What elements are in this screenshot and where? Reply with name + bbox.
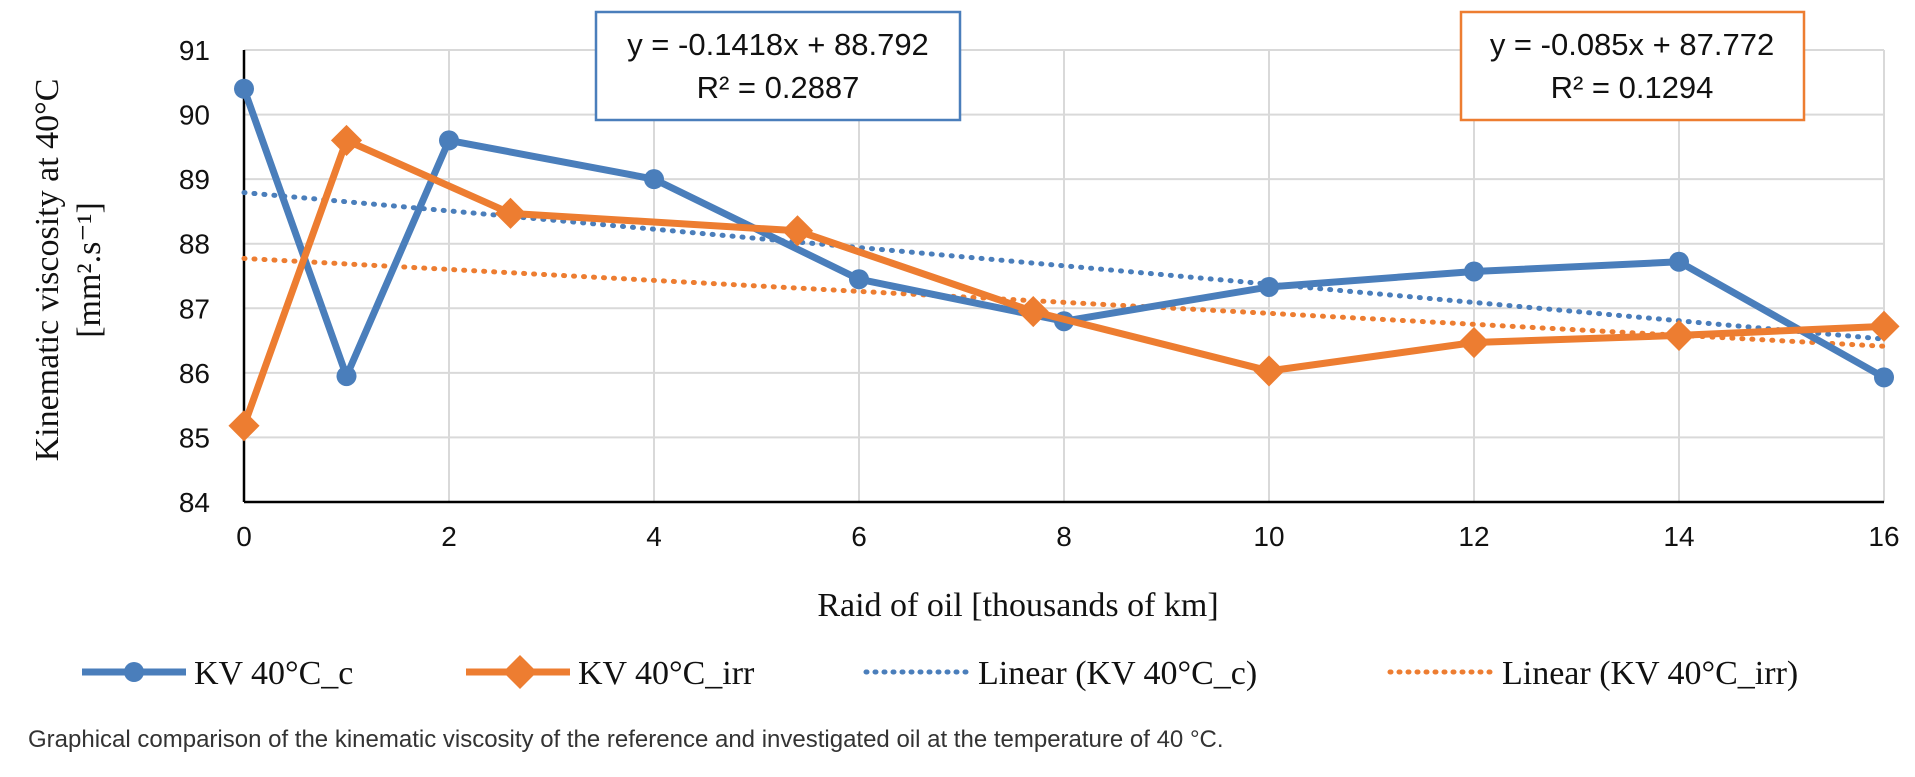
gridlines <box>243 49 1885 503</box>
x-tick-labels: 0 2 4 6 8 10 12 14 16 <box>236 521 1899 552</box>
data-point-diamond <box>330 124 363 156</box>
x-tick-label: 12 <box>1458 521 1489 552</box>
y-tick-label: 90 <box>179 100 210 131</box>
series-line <box>240 87 1886 381</box>
equation-box-c: y = -0.1418x + 88.792 R² = 0.2887 <box>594 10 962 122</box>
y-axis-title-line2: [mm².s⁻¹] <box>71 202 108 338</box>
data-point-circle <box>1874 367 1894 388</box>
x-tick-label: 2 <box>441 521 457 552</box>
x-tick-label: 14 <box>1663 521 1694 552</box>
data-point-diamond <box>1253 355 1285 387</box>
data-point-diamond <box>228 410 260 442</box>
y-tick-label: 85 <box>179 422 210 453</box>
data-point-circle <box>234 78 254 99</box>
x-tick-label: 6 <box>851 521 867 552</box>
legend-label-linear-c: Linear (KV 40°C_c) <box>978 655 1257 692</box>
x-tick-label: 8 <box>1056 521 1072 552</box>
equation-box-irr-frame <box>1459 10 1806 122</box>
x-tick-label: 0 <box>236 521 252 552</box>
legend-label-kv-irr: KV 40°C_irr <box>578 655 755 692</box>
y-axis-title-line1: Kinematic viscosity at 40°C <box>29 79 66 462</box>
data-point-diamond <box>494 197 527 229</box>
data-point-diamond <box>1458 326 1490 359</box>
trendlines <box>241 190 1887 349</box>
legend-label-linear-irr: Linear (KV 40°C_irr) <box>1502 655 1798 692</box>
equation-text-c: y = -0.1418x + 88.792 <box>627 27 929 62</box>
equation-text-irr: y = -0.085x + 87.772 <box>1490 27 1774 62</box>
y-tick-label: 87 <box>179 293 210 324</box>
legend-item-linear-irr: Linear (KV 40°C_irr) <box>1387 655 1798 692</box>
data-point-circle <box>1259 276 1279 297</box>
r2-text-c: R² = 0.2887 <box>697 70 860 105</box>
data-point-diamond <box>1017 295 1049 328</box>
y-tick-label: 86 <box>179 358 210 389</box>
legend-label-kv-c: KV 40°C_c <box>194 655 353 692</box>
data-point-circle <box>1464 261 1484 282</box>
x-tick-label: 10 <box>1253 521 1284 552</box>
figure-caption: Graphical comparison of the kinematic vi… <box>28 726 1224 753</box>
y-tick-label: 89 <box>179 164 210 195</box>
legend-item-kv-irr: KV 40°C_irr <box>466 655 755 692</box>
y-tick-labels: 84 85 86 87 88 89 90 91 <box>179 35 210 518</box>
data-point-circle <box>439 130 459 151</box>
equation-box-irr: y = -0.085x + 87.772 R² = 0.1294 <box>1459 10 1806 122</box>
data-point-circle <box>644 169 664 190</box>
equation-box-c-frame <box>594 10 962 122</box>
x-tick-label: 4 <box>646 521 662 552</box>
data-point-diamond <box>1663 319 1695 351</box>
y-axis-title: Kinematic viscosity at 40°C [mm².s⁻¹] <box>29 79 108 462</box>
data-point-circle <box>336 366 357 387</box>
data-point-circle <box>1669 251 1689 272</box>
trendline-kv-c <box>241 190 1887 342</box>
legend-marker-diamond <box>503 655 537 689</box>
data-point-circle <box>849 269 869 290</box>
legend-marker-circle <box>124 662 144 682</box>
r2-text-irr: R² = 0.1294 <box>1551 70 1714 105</box>
chart: 0 2 4 6 8 10 12 14 16 84 85 86 87 88 89 90 91 Raid of o… <box>29 10 1900 692</box>
legend-item-linear-c: Linear (KV 40°C_c) <box>863 655 1257 692</box>
y-tick-label: 88 <box>179 229 210 260</box>
trendline-kv-irr <box>241 255 1887 349</box>
legend: KV 40°C_c KV 40°C_irr Linear (KV 40°C_c)… <box>82 655 1798 692</box>
legend-item-kv-c: KV 40°C_c <box>82 655 353 692</box>
x-axis-title: Raid of oil [thousands of km] <box>817 587 1218 624</box>
y-tick-label: 91 <box>179 35 210 66</box>
data-point-diamond <box>1868 310 1900 342</box>
series-kv-c <box>234 78 1894 388</box>
y-tick-label: 84 <box>179 487 210 518</box>
x-tick-label: 16 <box>1868 521 1899 552</box>
